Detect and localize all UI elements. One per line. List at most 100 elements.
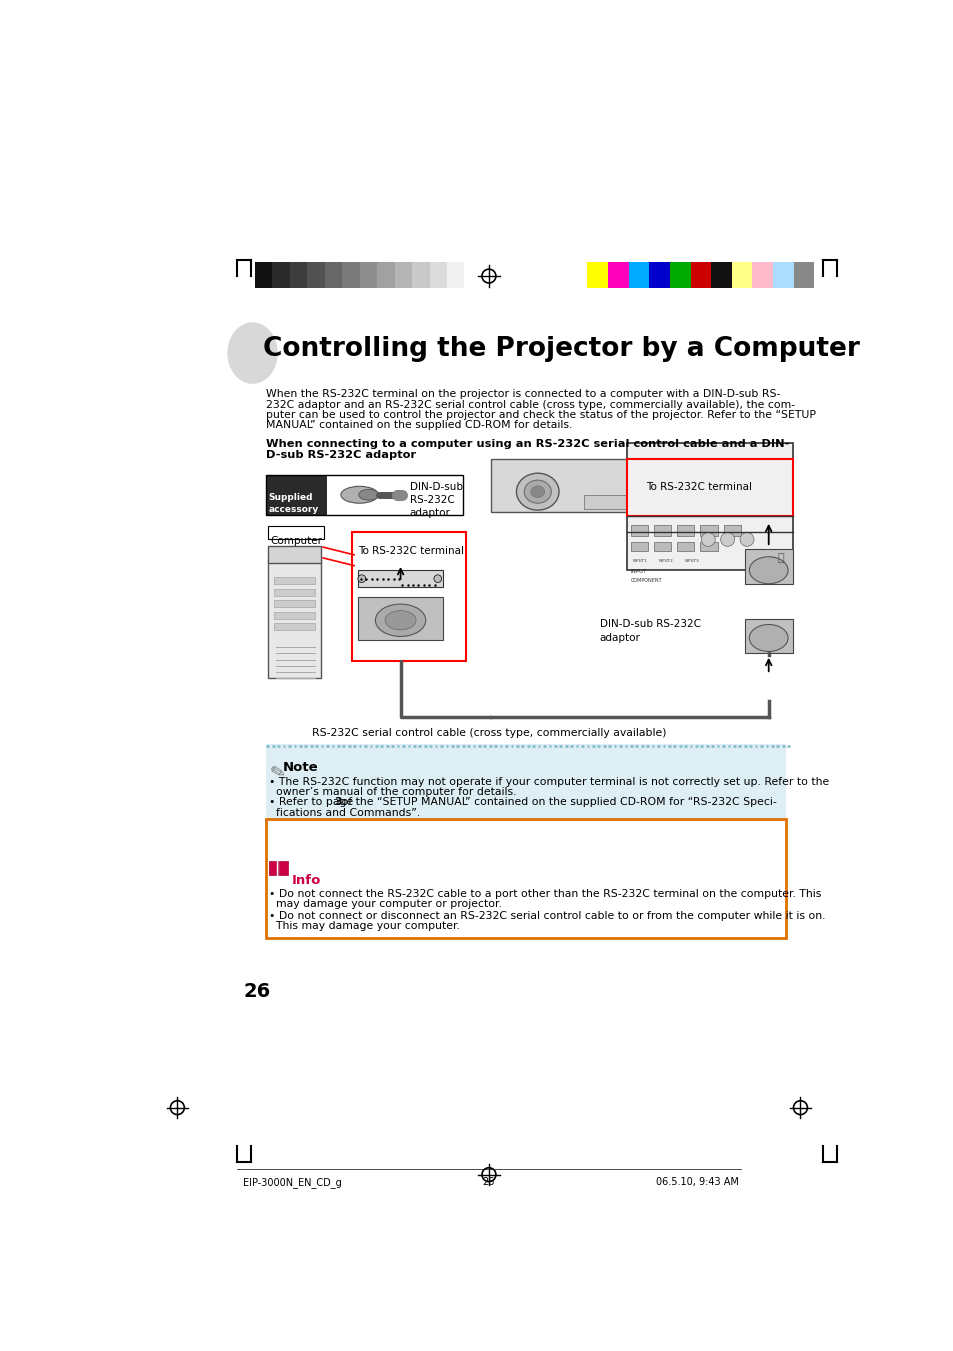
Text: 06.5.10, 9:43 AM: 06.5.10, 9:43 AM xyxy=(656,1177,739,1188)
Bar xyxy=(327,474,462,515)
Ellipse shape xyxy=(358,489,378,500)
Text: of the “SETUP MANUAL” contained on the supplied CD-ROM for “RS-232C Speci-: of the “SETUP MANUAL” contained on the s… xyxy=(337,797,776,808)
Bar xyxy=(254,262,272,288)
Text: • Refer to page: • Refer to page xyxy=(269,797,356,808)
Text: EIP-3000N_EN_CD_g: EIP-3000N_EN_CD_g xyxy=(243,1177,341,1188)
Text: • Do not connect or disconnect an RS-232C serial control cable to or from the co: • Do not connect or disconnect an RS-232… xyxy=(269,911,824,920)
Bar xyxy=(266,819,785,939)
Bar xyxy=(412,262,429,288)
Text: puter can be used to control the projector and check the status of the projector: puter can be used to control the project… xyxy=(266,411,816,420)
Bar xyxy=(731,262,752,288)
Text: 3: 3 xyxy=(334,797,341,808)
Text: INPUT3: INPUT3 xyxy=(683,559,699,562)
Bar xyxy=(744,619,793,654)
Bar xyxy=(491,458,626,512)
Bar xyxy=(690,262,711,288)
Bar xyxy=(274,612,314,619)
Bar xyxy=(677,524,694,535)
Text: 232C adaptor and an RS-232C serial control cable (cross type, commercially avail: 232C adaptor and an RS-232C serial contr… xyxy=(266,400,795,409)
Ellipse shape xyxy=(530,486,544,497)
Bar xyxy=(723,524,740,535)
Ellipse shape xyxy=(748,557,787,584)
Circle shape xyxy=(740,532,753,546)
Text: Controlling the Projector by a Computer: Controlling the Projector by a Computer xyxy=(262,336,859,362)
Bar xyxy=(700,524,717,535)
Bar xyxy=(274,589,314,596)
Bar xyxy=(324,262,342,288)
Text: may damage your computer or projector.: may damage your computer or projector. xyxy=(269,898,501,909)
Text: When the RS-232C terminal on the projector is connected to a computer with a DIN: When the RS-232C terminal on the project… xyxy=(266,389,781,400)
Bar xyxy=(626,443,793,570)
Bar xyxy=(700,542,717,551)
Bar xyxy=(376,262,395,288)
Text: This may damage your computer.: This may damage your computer. xyxy=(269,920,459,931)
Text: RS-232C serial control cable (cross type, commercially available): RS-232C serial control cable (cross type… xyxy=(312,728,665,738)
Bar xyxy=(649,262,669,288)
Bar xyxy=(744,550,793,584)
Text: ✎: ✎ xyxy=(268,763,287,784)
Ellipse shape xyxy=(748,624,787,651)
Text: fications and Commands”.: fications and Commands”. xyxy=(269,808,419,819)
Text: ⚿: ⚿ xyxy=(778,554,783,563)
Text: DIN-D-sub
RS-232C
adaptor: DIN-D-sub RS-232C adaptor xyxy=(410,482,462,517)
Text: Info: Info xyxy=(291,874,320,886)
Bar xyxy=(278,862,288,875)
Bar xyxy=(429,262,447,288)
Bar xyxy=(342,262,359,288)
Bar xyxy=(274,600,314,607)
Bar xyxy=(447,262,464,288)
Text: INPUT2: INPUT2 xyxy=(658,559,673,562)
Bar xyxy=(630,542,647,551)
Bar xyxy=(269,862,278,875)
Text: • Do not connect the RS-232C cable to a port other than the RS-232C terminal on : • Do not connect the RS-232C cable to a … xyxy=(269,889,821,898)
Ellipse shape xyxy=(516,473,558,511)
Bar xyxy=(274,623,314,631)
Bar xyxy=(266,744,785,831)
Bar xyxy=(711,262,731,288)
Circle shape xyxy=(357,574,365,582)
Text: COMPONENT: COMPONENT xyxy=(630,578,661,582)
Text: Note: Note xyxy=(282,761,318,774)
Text: 26: 26 xyxy=(482,1177,495,1188)
Text: DIN-D-sub RS-232C
adaptor: DIN-D-sub RS-232C adaptor xyxy=(599,620,700,643)
Bar xyxy=(272,262,290,288)
Bar xyxy=(677,542,694,551)
Ellipse shape xyxy=(385,611,416,630)
Bar xyxy=(628,262,649,288)
Text: MANUAL” contained on the supplied CD-ROM for details.: MANUAL” contained on the supplied CD-ROM… xyxy=(266,420,572,431)
Ellipse shape xyxy=(375,604,425,636)
Bar xyxy=(357,570,443,588)
Text: INPUT1: INPUT1 xyxy=(633,559,647,562)
Bar xyxy=(583,494,626,508)
Bar xyxy=(274,577,314,584)
Ellipse shape xyxy=(227,323,277,384)
Circle shape xyxy=(720,532,734,546)
Bar xyxy=(772,262,793,288)
Text: • The RS-232C function may not operate if your computer terminal is not correctl: • The RS-232C function may not operate i… xyxy=(269,777,828,786)
Bar xyxy=(357,597,443,639)
Text: owner’s manual of the computer for details.: owner’s manual of the computer for detai… xyxy=(269,786,516,797)
Bar xyxy=(395,262,412,288)
Text: 26: 26 xyxy=(243,982,271,1001)
Text: Supplied
accessory: Supplied accessory xyxy=(269,493,318,513)
Ellipse shape xyxy=(523,480,551,503)
Bar xyxy=(587,262,607,288)
Bar xyxy=(268,526,323,539)
Circle shape xyxy=(434,574,441,582)
Bar xyxy=(352,532,466,661)
Circle shape xyxy=(700,532,715,546)
Bar xyxy=(268,559,320,678)
Bar xyxy=(307,262,324,288)
Bar xyxy=(669,262,690,288)
Bar xyxy=(654,524,670,535)
Bar xyxy=(266,474,462,515)
Bar xyxy=(654,542,670,551)
Bar xyxy=(626,458,793,516)
Bar xyxy=(359,262,376,288)
Bar xyxy=(464,262,481,288)
Ellipse shape xyxy=(340,486,377,503)
Text: To RS-232C terminal: To RS-232C terminal xyxy=(645,482,752,492)
Bar xyxy=(290,262,307,288)
Bar xyxy=(752,262,772,288)
Text: D-sub RS-232C adaptor: D-sub RS-232C adaptor xyxy=(266,450,416,461)
